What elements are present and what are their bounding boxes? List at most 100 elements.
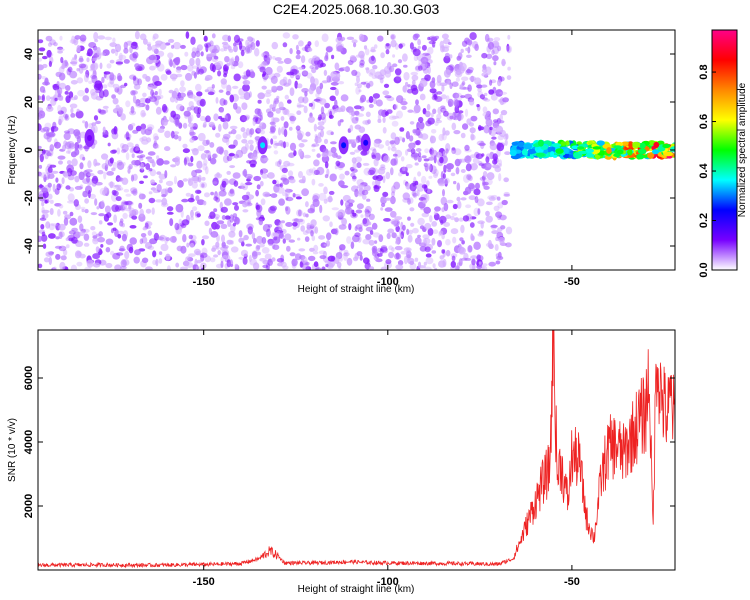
- heatmap-noise-cell: [351, 39, 358, 44]
- heatmap-noise-cell: [120, 259, 127, 268]
- heatmap-noise-cell: [482, 265, 488, 270]
- heatmap-noise-cell: [353, 256, 359, 262]
- heatmap-noise-cell: [199, 181, 208, 189]
- heatmap-noise-cell: [278, 233, 285, 240]
- heatmap-noise-cell: [48, 223, 55, 231]
- heatmap-noise-cell: [84, 198, 89, 204]
- heatmap-noise-cell: [116, 252, 124, 256]
- heatmap-noise-cell: [200, 115, 206, 122]
- heatmap-noise-cell: [43, 257, 50, 263]
- heatmap-noise-cell: [41, 231, 46, 237]
- heatmap-noise-cell: [423, 185, 428, 192]
- heatmap-noise-cell: [380, 207, 384, 211]
- heatmap-noise-cell: [243, 234, 249, 241]
- heatmap-noise-cell: [202, 163, 208, 171]
- heatmap-noise-cell: [443, 69, 451, 78]
- heatmap-noise-cell: [255, 204, 261, 210]
- heatmap-noise-cell: [504, 151, 511, 156]
- heatmap-noise-cell: [284, 94, 289, 100]
- heatmap-noise-cell: [486, 163, 493, 168]
- heatmap-noise-cell: [135, 103, 143, 108]
- heatmap-noise-cell: [50, 223, 58, 227]
- heatmap-noise-cell: [62, 144, 67, 151]
- heatmap-noise-cell: [298, 148, 303, 157]
- heatmap-noise-cell: [360, 81, 367, 85]
- heatmap-noise-cell: [217, 250, 221, 256]
- heatmap-noise-cell: [425, 253, 432, 258]
- heatmap-noise-cell: [83, 242, 90, 247]
- heatmap-noise-cell: [278, 140, 284, 147]
- heatmap-noise-cell: [139, 238, 144, 245]
- heatmap-noise-cell: [328, 114, 334, 119]
- heatmap-noise-cell: [457, 246, 465, 254]
- heatmap-noise-cell: [331, 207, 339, 211]
- heatmap-noise-cell: [400, 156, 405, 162]
- heatmap-noise-cell: [468, 99, 475, 106]
- heatmap-noise-cell: [188, 253, 196, 257]
- heatmap-noise-cell: [110, 149, 117, 154]
- heatmap-noise-cell: [503, 134, 508, 140]
- heatmap-noise-cell: [189, 137, 195, 143]
- heatmap-noise-cell: [464, 93, 473, 99]
- heatmap-noise-cell: [137, 78, 143, 86]
- heatmap-noise-cell: [72, 56, 77, 61]
- heatmap-noise-cell: [70, 58, 78, 66]
- heatmap-noise-cell: [123, 188, 130, 193]
- heatmap-noise-cell: [490, 93, 498, 101]
- heatmap-noise-cell: [351, 157, 357, 164]
- heatmap-noise-cell: [156, 158, 164, 166]
- heatmap-noise-cell: [397, 260, 404, 266]
- heatmap-signal-cell: [631, 141, 641, 148]
- heatmap-noise-cell: [496, 163, 502, 168]
- heatmap-noise-cell: [469, 154, 478, 159]
- heatmap-noise-cell: [110, 250, 115, 256]
- heatmap-noise-cell: [339, 36, 346, 42]
- heatmap-noise-cell: [320, 129, 324, 138]
- heatmap-noise-cell: [216, 60, 224, 68]
- heatmap-noise-cell: [190, 148, 198, 152]
- heatmap-noise-cell: [280, 177, 287, 181]
- heatmap-noise-cell: [196, 47, 201, 53]
- heatmap-noise-cell: [56, 48, 65, 52]
- heatmap-noise-cell: [323, 138, 329, 144]
- heatmap-noise-cell: [270, 126, 276, 133]
- heatmap-noise-cell: [450, 172, 456, 177]
- heatmap-noise-cell: [112, 83, 120, 89]
- heatmap-noise-cell: [388, 251, 395, 259]
- heatmap-noise-cell: [308, 86, 314, 95]
- heatmap-noise-cell: [113, 126, 118, 135]
- heatmap-noise-cell: [427, 65, 431, 75]
- heatmap-noise-cell: [269, 121, 276, 126]
- heatmap-noise-cell: [313, 261, 319, 268]
- heatmap-noise-cell: [165, 180, 174, 187]
- heatmap-noise-cell: [464, 186, 472, 195]
- heatmap-noise-cell: [38, 171, 42, 177]
- heatmap-noise-cell: [503, 191, 510, 196]
- heatmap-noise-cell: [83, 170, 88, 177]
- heatmap-noise-cell: [82, 120, 86, 124]
- colorbar-ticks: 0.00.20.40.60.8: [698, 64, 716, 278]
- heatmap-noise-cell: [196, 160, 203, 169]
- heatmap-noise-cell: [505, 242, 512, 248]
- heatmap-noise-cell: [424, 74, 431, 82]
- heatmap-noise-cell: [503, 177, 510, 183]
- heatmap-noise-cell: [123, 59, 130, 64]
- heatmap-noise-cell: [349, 166, 355, 172]
- heatmap-noise-cell: [97, 35, 106, 40]
- heatmap-noise-cell: [173, 175, 178, 185]
- heatmap-noise-cell: [473, 241, 481, 250]
- heatmap-noise-cell: [356, 75, 360, 84]
- heatmap-noise-cell: [469, 263, 476, 270]
- heatmap-signal-cell: [663, 151, 673, 157]
- heatmap-noise-cell: [147, 84, 154, 91]
- heatmap-noise-cell: [301, 256, 308, 264]
- heatmap-noise-cell: [188, 234, 193, 240]
- heatmap-noise-cell: [73, 199, 80, 207]
- heatmap-noise-cell: [302, 230, 309, 235]
- heatmap-noise-cell: [464, 144, 470, 151]
- heatmap-noise-cell: [125, 200, 133, 206]
- snr-xlabel: Height of straight line (km): [298, 584, 415, 595]
- heatmap-noise-cell: [387, 146, 391, 151]
